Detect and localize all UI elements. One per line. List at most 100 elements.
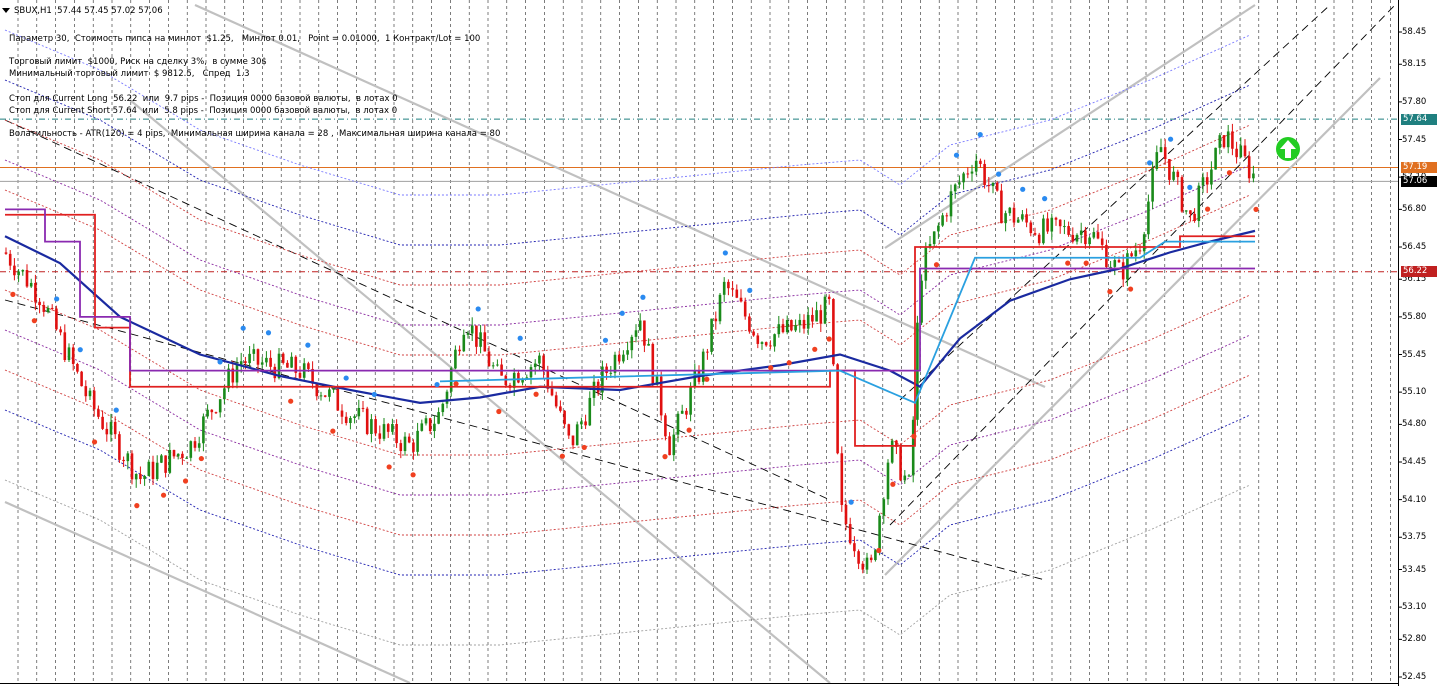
- candle-body: [8, 253, 12, 266]
- candle-body: [735, 289, 739, 298]
- candle-body: [769, 345, 772, 347]
- candle-body: [1184, 210, 1188, 212]
- channel-line: [194, 3, 1046, 389]
- fractal-dot: [182, 478, 189, 484]
- candle-body: [1121, 262, 1125, 280]
- candle-body: [970, 171, 974, 174]
- candle-body: [1134, 250, 1138, 257]
- candle-body: [382, 424, 386, 439]
- candle-body: [46, 307, 50, 312]
- candle-body: [785, 320, 789, 333]
- candle-body: [29, 282, 33, 287]
- candle-body: [790, 320, 793, 331]
- candle-body: [97, 409, 100, 417]
- candle-body: [55, 308, 58, 330]
- candle-body: [811, 314, 814, 322]
- candle-body: [185, 457, 188, 459]
- candle-body: [739, 297, 743, 302]
- fractal-dot: [911, 433, 917, 439]
- candle-body: [533, 363, 537, 368]
- candle-body: [563, 410, 566, 425]
- candle-body: [479, 332, 482, 347]
- fractal-dot: [386, 464, 392, 470]
- candle-body: [155, 462, 159, 480]
- candle-body: [806, 314, 810, 329]
- fractal-dot: [371, 391, 377, 398]
- candle-body: [361, 407, 365, 409]
- candle-body: [983, 163, 986, 186]
- fractal-dot: [977, 132, 983, 138]
- candle-body: [433, 423, 436, 432]
- candle-body: [1159, 147, 1163, 153]
- candle-body: [722, 281, 726, 295]
- candle-body: [25, 270, 29, 287]
- regression-channel-line: [4, 299, 1046, 581]
- candle-body: [647, 343, 650, 346]
- fractal-dot: [890, 481, 896, 487]
- candle-body: [256, 349, 260, 365]
- candle-body: [475, 325, 478, 347]
- candle-body: [752, 331, 755, 336]
- candle-body: [1239, 145, 1243, 158]
- candle-body: [945, 215, 949, 217]
- candle-body: [1105, 244, 1108, 268]
- fractal-dot: [1107, 289, 1113, 295]
- candle-body: [550, 388, 554, 396]
- candle-body: [1113, 260, 1117, 267]
- fractal-dot: [1127, 286, 1134, 292]
- candle-body: [1046, 218, 1049, 232]
- candle-body: [756, 335, 760, 344]
- candle-body: [1130, 253, 1133, 257]
- candle-body: [1205, 177, 1209, 185]
- price-marker-tag: 57.19: [1401, 161, 1437, 173]
- candle-body: [857, 551, 860, 564]
- support-step-line: [439, 240, 1255, 405]
- candle-body: [1235, 148, 1238, 158]
- dropdown-icon[interactable]: [2, 8, 10, 13]
- candle-body: [1050, 217, 1054, 232]
- candle-body: [861, 563, 865, 570]
- fractal-dot: [704, 376, 710, 382]
- candle-body: [1054, 217, 1058, 220]
- candle-body: [315, 383, 319, 397]
- candle-body: [378, 433, 382, 439]
- stop-step-line: [5, 213, 1255, 447]
- candle-body: [617, 354, 621, 362]
- candle-body: [832, 299, 835, 365]
- price-tick-label: 52.45: [1402, 672, 1427, 682]
- fractal-dot: [10, 291, 16, 297]
- candle-body: [407, 436, 411, 443]
- candle-body: [126, 453, 130, 462]
- price-tick-label: 55.80: [1402, 311, 1427, 322]
- candle-body: [487, 351, 491, 367]
- candle-body: [1117, 260, 1121, 263]
- candle-body: [349, 418, 352, 424]
- candle-body: [80, 371, 83, 387]
- fractal-dot: [768, 365, 774, 371]
- candle-body: [4, 252, 8, 254]
- fractal-dot: [496, 408, 502, 415]
- candle-body: [1037, 234, 1041, 244]
- fractal-dot: [619, 310, 625, 316]
- chart-title: SBUX,H1 57.44 57.45 57.02 57.06: [2, 6, 163, 16]
- candle-body: [88, 390, 92, 397]
- candle-body: [1252, 173, 1255, 179]
- candle-body: [672, 434, 676, 456]
- candle-body: [252, 349, 256, 354]
- candle-body: [1180, 177, 1184, 212]
- candle-body: [491, 365, 495, 367]
- fractal-dot: [1226, 170, 1233, 176]
- candle-body: [1088, 237, 1091, 245]
- up-arrow-icon: [1276, 137, 1300, 161]
- candle-body: [903, 475, 907, 481]
- fractal-dot: [1205, 206, 1211, 212]
- candle-body: [386, 424, 390, 432]
- candle-body: [521, 378, 524, 383]
- candle-body: [218, 399, 222, 413]
- candle-body: [668, 436, 671, 456]
- candle-body: [874, 550, 877, 561]
- candle-body: [1100, 238, 1104, 245]
- fractal-dot: [1167, 136, 1174, 142]
